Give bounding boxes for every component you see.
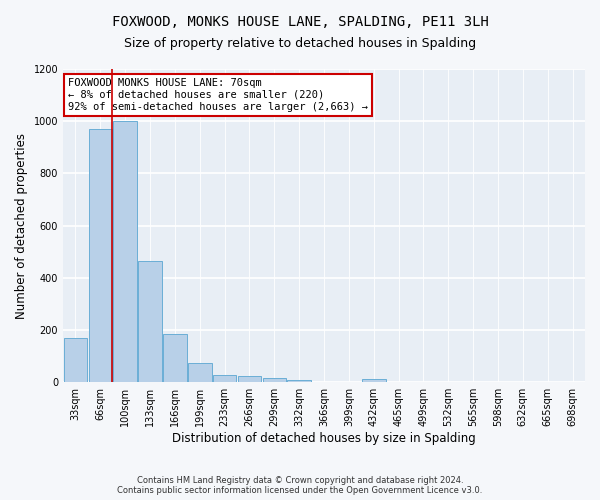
Bar [138,261,162,382]
Text: Size of property relative to detached houses in Spalding: Size of property relative to detached ho… [124,38,476,51]
Bar [238,376,261,382]
Y-axis label: Number of detached properties: Number of detached properties [15,132,28,318]
Text: Contains HM Land Registry data © Crown copyright and database right 2024.
Contai: Contains HM Land Registry data © Crown c… [118,476,482,495]
Bar [163,334,187,382]
Bar [89,129,112,382]
Bar [213,375,236,382]
Bar [263,378,286,382]
X-axis label: Distribution of detached houses by size in Spalding: Distribution of detached houses by size … [172,432,476,445]
Text: FOXWOOD MONKS HOUSE LANE: 70sqm
← 8% of detached houses are smaller (220)
92% of: FOXWOOD MONKS HOUSE LANE: 70sqm ← 8% of … [68,78,368,112]
Text: FOXWOOD, MONKS HOUSE LANE, SPALDING, PE11 3LH: FOXWOOD, MONKS HOUSE LANE, SPALDING, PE1… [112,15,488,29]
Bar [64,338,87,382]
Bar [287,380,311,382]
Bar [362,378,386,382]
Bar [188,362,212,382]
Bar [113,121,137,382]
